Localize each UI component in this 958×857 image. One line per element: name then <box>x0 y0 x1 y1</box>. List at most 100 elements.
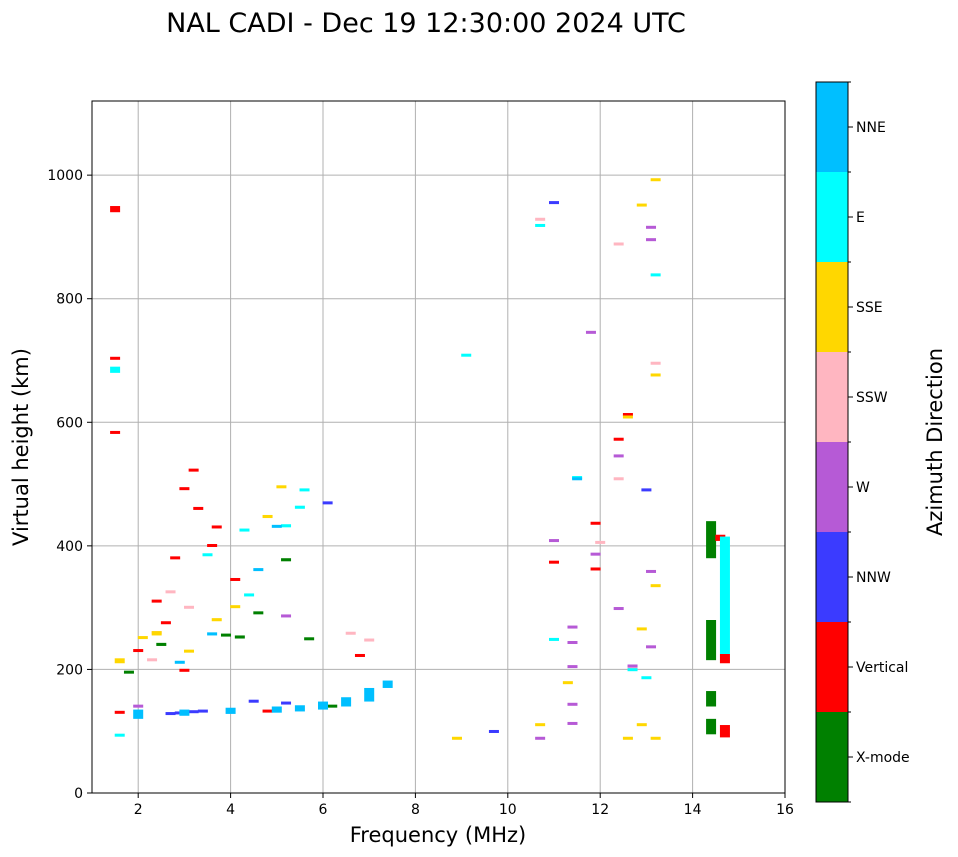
data-point-ssw <box>147 658 158 662</box>
data-point-x-mode <box>123 670 134 674</box>
colorbar-label-e: E <box>856 210 865 226</box>
data-point-w <box>613 454 624 458</box>
data-point-x-mode <box>706 620 717 661</box>
data-point-nnw <box>165 712 176 716</box>
data-point-vertical <box>613 437 624 441</box>
data-point-sse <box>650 178 661 182</box>
data-point-nnw <box>549 201 559 205</box>
data-point-x-mode <box>304 637 315 641</box>
data-point-x-mode <box>706 718 717 735</box>
data-point-vertical <box>179 487 190 491</box>
y-tick-label: 200 <box>56 662 83 678</box>
data-point-sse <box>562 681 573 685</box>
data-point-vertical <box>151 599 162 603</box>
data-point-e <box>535 223 546 227</box>
data-point-sse <box>622 736 633 740</box>
data-point-e <box>110 366 121 373</box>
data-point-vertical <box>230 577 241 581</box>
data-point-w <box>549 539 559 543</box>
data-point-ssw <box>650 361 661 365</box>
data-point-vertical <box>160 621 171 625</box>
data-point-w <box>567 721 578 725</box>
data-point-x-mode <box>706 691 717 707</box>
x-tick-label: 12 <box>591 802 609 818</box>
x-tick-label: 4 <box>226 802 235 818</box>
data-point-vertical <box>110 356 121 360</box>
data-point-nnw <box>188 710 199 714</box>
colorbar: X-mode Vertical NNW W SSW SSE E NNE <box>815 81 910 803</box>
x-axis-label: Frequency (MHz) <box>350 823 526 847</box>
data-point-nne <box>382 680 393 688</box>
data-point-x-mode <box>220 633 231 637</box>
data-point-w <box>133 704 144 708</box>
data-point-e <box>239 528 250 532</box>
grid-lines <box>92 101 786 794</box>
y-tick-label: 800 <box>56 292 83 308</box>
data-point-x-mode <box>253 611 264 615</box>
data-point-nne <box>207 632 218 636</box>
data-point-sse <box>636 627 647 631</box>
data-point-nnw <box>281 701 292 705</box>
data-point-e <box>627 668 638 672</box>
data-point-nne <box>179 709 190 716</box>
data-point-nne <box>133 709 144 719</box>
data-point-x-mode <box>156 642 167 646</box>
data-point-e <box>114 733 125 737</box>
data-point-nne <box>364 687 375 702</box>
data-point-ssw <box>364 638 375 642</box>
data-point-x-mode <box>706 521 717 559</box>
data-point-w <box>646 238 657 242</box>
data-point-w <box>646 569 657 573</box>
data-point-sse <box>451 736 462 740</box>
colorbar-label-nnw: NNW <box>856 570 891 586</box>
data-point-sse <box>622 415 633 419</box>
data-point-ssw <box>535 217 546 221</box>
data-point-vertical <box>114 710 125 714</box>
x-tick-label: 8 <box>411 802 420 818</box>
data-point-sse <box>211 618 222 622</box>
data-point-nne <box>271 524 282 528</box>
data-point-vertical <box>590 567 601 571</box>
data-point-ssw <box>345 631 356 635</box>
data-point-nne <box>294 705 305 712</box>
data-point-nne <box>318 701 328 710</box>
data-point-sse <box>276 485 287 489</box>
data-point-vertical <box>719 725 730 738</box>
data-point-nnw <box>322 501 333 505</box>
data-point-w <box>567 625 578 629</box>
data-point-vertical <box>193 506 204 510</box>
colorbar-label-w: W <box>856 480 870 496</box>
data-point-ssw <box>184 605 195 609</box>
data-point-sse <box>650 736 661 740</box>
data-point-w <box>535 736 546 740</box>
data-point-e <box>202 553 213 557</box>
colorbar-label-nne: NNE <box>856 120 886 136</box>
x-tick-label: 14 <box>684 802 702 818</box>
data-point-nne <box>225 707 236 714</box>
data-point-w <box>646 225 657 229</box>
x-tick-label: 2 <box>134 802 143 818</box>
colorbar-segment <box>816 712 848 802</box>
data-point-x-mode <box>281 558 292 562</box>
data-point-w <box>627 664 638 668</box>
y-tick-label: 1000 <box>47 168 83 184</box>
data-point-sse <box>636 203 647 207</box>
data-point-sse <box>184 649 195 653</box>
data-point-e <box>244 593 255 597</box>
data-point-vertical <box>207 544 218 548</box>
x-tick-label: 10 <box>499 802 517 818</box>
data-point-sse <box>535 723 546 727</box>
data-point-e <box>299 488 310 492</box>
data-point-vertical <box>179 668 190 672</box>
colorbar-segment <box>816 82 848 172</box>
data-point-e <box>294 505 305 509</box>
data-point-nnw <box>641 488 652 492</box>
data-point-nne <box>341 697 352 707</box>
x-tick-label: 16 <box>776 802 794 818</box>
data-point-sse <box>151 631 162 636</box>
data-point-sse <box>137 636 148 640</box>
data-point-sse <box>114 658 125 664</box>
data-point-vertical <box>590 521 601 525</box>
data-point-w <box>590 552 601 556</box>
data-point-e <box>719 536 730 654</box>
